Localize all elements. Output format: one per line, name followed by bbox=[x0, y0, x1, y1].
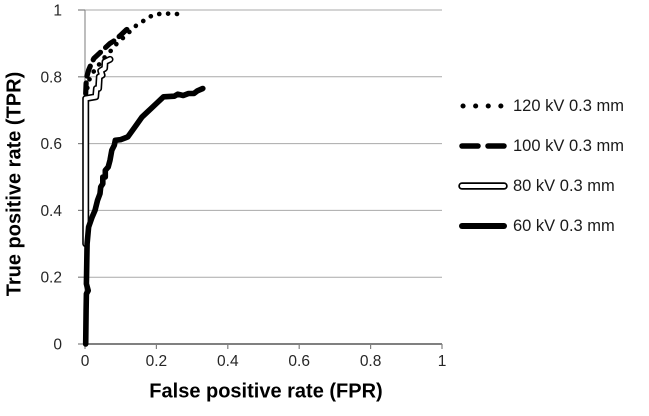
svg-text:0.2: 0.2 bbox=[40, 270, 62, 287]
svg-text:0.8: 0.8 bbox=[40, 69, 62, 86]
series-dashed bbox=[83, 24, 134, 97]
svg-text:0.4: 0.4 bbox=[40, 203, 62, 220]
series-solid bbox=[82, 85, 206, 347]
legend-label: 100 kV 0.3 mm bbox=[513, 136, 624, 155]
svg-text:1: 1 bbox=[53, 3, 62, 20]
outlined-line-icon bbox=[458, 182, 508, 190]
legend-item-60kv: 60 kV 0.3 mm bbox=[458, 206, 624, 246]
legend-item-100kv: 100 kV 0.3 mm bbox=[458, 126, 624, 166]
y-axis-title: True positive rate (TPR) bbox=[3, 71, 26, 297]
dotted-line-icon bbox=[460, 103, 506, 109]
svg-text:0.6: 0.6 bbox=[288, 353, 310, 370]
solid-line-icon bbox=[459, 223, 507, 229]
x-axis-title: False positive rate (FPR) bbox=[149, 380, 383, 403]
svg-text:0.4: 0.4 bbox=[217, 353, 239, 370]
svg-text:0: 0 bbox=[53, 337, 62, 354]
legend-item-80kv: 80 kV 0.3 mm bbox=[458, 166, 624, 206]
series-dotted bbox=[84, 11, 184, 100]
series-outlined bbox=[83, 57, 112, 246]
svg-text:0.2: 0.2 bbox=[146, 353, 168, 370]
legend-item-120kv: 120 kV 0.3 mm bbox=[458, 86, 624, 126]
legend: 120 kV 0.3 mm 100 kV 0.3 mm 80 kV 0.3 mm… bbox=[458, 86, 624, 246]
svg-text:0.8: 0.8 bbox=[360, 353, 382, 370]
legend-label: 60 kV 0.3 mm bbox=[513, 216, 615, 235]
legend-label: 120 kV 0.3 mm bbox=[513, 96, 624, 115]
dashed-line-icon bbox=[459, 143, 507, 149]
svg-text:0.6: 0.6 bbox=[40, 136, 62, 153]
svg-text:1: 1 bbox=[438, 353, 447, 370]
svg-text:0: 0 bbox=[81, 353, 90, 370]
legend-label: 80 kV 0.3 mm bbox=[513, 176, 615, 195]
